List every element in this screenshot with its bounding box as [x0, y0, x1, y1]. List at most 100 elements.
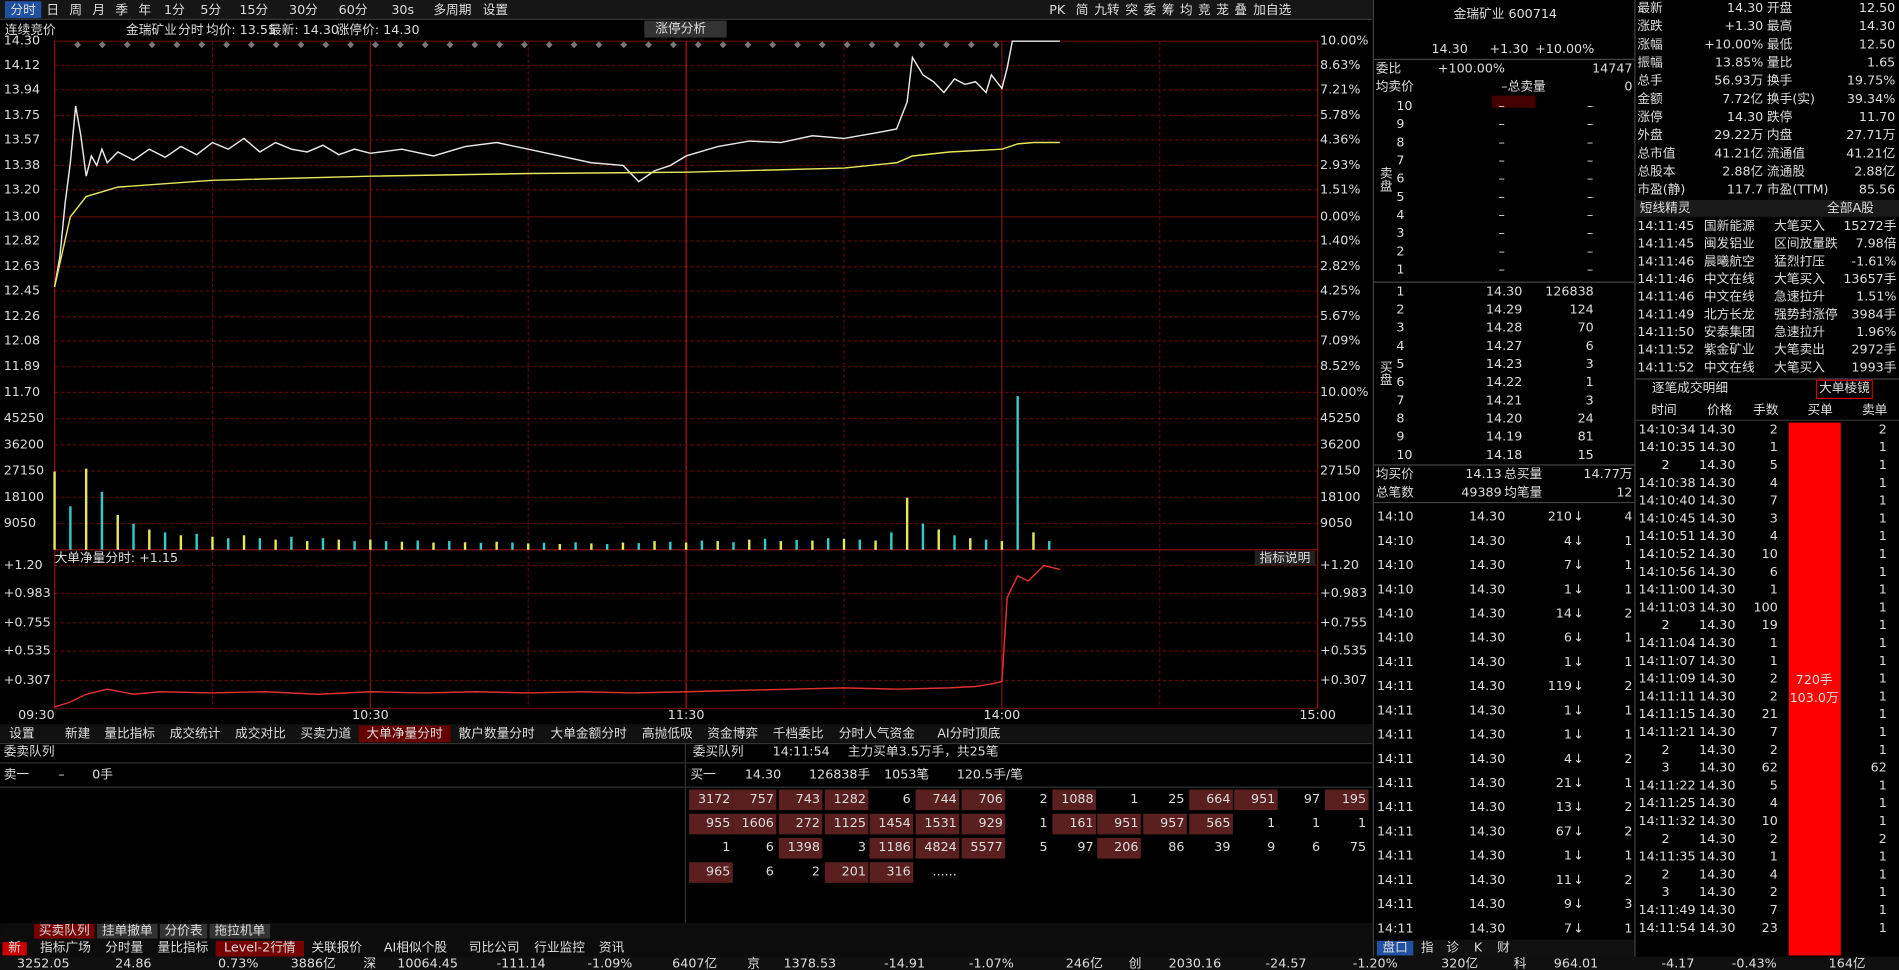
filter[interactable]: 全部A股 — [1827, 200, 1874, 215]
label: 39.34% — [1847, 91, 1895, 106]
tool-button[interactable]: 竞 — [1198, 2, 1211, 17]
period-tab[interactable]: 季 — [115, 2, 128, 17]
indicator-tab[interactable]: 量比指标 — [104, 725, 155, 740]
indicator-help[interactable]: 指标说明 — [1260, 550, 1311, 565]
indicator-tab[interactable]: 成交对比 — [235, 725, 286, 740]
indicator-tab[interactable]: 新建 — [65, 725, 91, 740]
footer-tab[interactable]: 资讯 — [599, 940, 625, 955]
footer-tab[interactable]: 量比指标 — [158, 940, 209, 955]
period-tab[interactable]: 多周期 — [433, 2, 471, 17]
label: 14.30 — [1727, 109, 1763, 124]
volume-bar — [463, 542, 467, 550]
footer-tab[interactable]: Level-2行情 — [224, 940, 296, 955]
indicator-tab[interactable]: 设置 — [9, 725, 34, 740]
label: 1 — [1879, 902, 1887, 917]
indicator-tab[interactable]: 成交统计 — [170, 725, 221, 740]
tool-button[interactable]: 简 — [1076, 2, 1089, 17]
label: 14:11:52 — [1637, 359, 1694, 374]
queue-cell — [961, 813, 1006, 835]
label: 1 — [1879, 439, 1887, 454]
period-tab[interactable]: 60分 — [339, 2, 368, 17]
label: 2 — [1624, 872, 1632, 887]
tool-button[interactable]: 均 — [1180, 2, 1193, 17]
label: 14.30 — [1699, 528, 1735, 543]
indicator-tab[interactable]: 资金博弈 — [707, 725, 758, 740]
label: 14:11:54 — [1639, 920, 1696, 935]
bottom-tab[interactable]: 分价表 — [164, 923, 202, 938]
indicator-tab[interactable]: 大单金额分时 — [551, 725, 628, 740]
label: 6 — [1396, 374, 1404, 389]
tool-button[interactable]: 叠 — [1234, 2, 1247, 17]
period-tab[interactable]: 15分 — [239, 2, 268, 17]
footer-tab[interactable]: 关联报价 — [311, 940, 362, 955]
period-tab[interactable]: 30分 — [289, 2, 318, 17]
queue-cell — [778, 813, 823, 835]
y-tick-label: 13.57 — [4, 131, 40, 146]
tool-button[interactable]: 突 — [1125, 2, 1138, 17]
label: 总市值 — [1637, 145, 1675, 160]
quote-tab[interactable]: K — [1474, 940, 1483, 955]
footer-tab[interactable]: 分时量 — [105, 940, 143, 955]
quote-tab[interactable]: 财 — [1497, 940, 1510, 955]
label: 14:10:45 — [1639, 510, 1696, 525]
indicator-tab[interactable]: 散户数量分时 — [458, 725, 535, 740]
analysis-button[interactable]: 涨停分析 — [655, 21, 706, 36]
footer-tab[interactable]: 新 — [8, 940, 21, 955]
label: 14:10 — [1377, 533, 1414, 548]
tool-button[interactable]: 委 — [1144, 2, 1157, 17]
label: 13.85% — [1715, 54, 1763, 69]
label: 14:11 — [1377, 702, 1414, 717]
prism-button[interactable]: 大单棱镜 — [1819, 380, 1870, 395]
ticker-item: 3252.05 — [17, 955, 70, 970]
bottom-tab[interactable]: 挂单撤单 — [102, 923, 153, 938]
label: 2 — [1624, 605, 1632, 620]
label: 120.5手/笔 — [957, 767, 1023, 782]
quote-tab[interactable]: 诊 — [1446, 940, 1459, 955]
tool-button[interactable]: PK — [1049, 2, 1066, 17]
label: 14.30 — [1699, 564, 1735, 579]
volume-bar — [242, 535, 246, 550]
period-tab[interactable]: 分时 — [10, 2, 36, 17]
indicator-tab[interactable]: 分时人气资金 — [839, 725, 916, 740]
footer-tab[interactable]: 行业监控 — [534, 940, 585, 955]
footer-tab[interactable]: 司比公司 — [469, 940, 520, 955]
period-tab[interactable]: 5分 — [200, 2, 221, 17]
period-tab[interactable]: 月 — [92, 2, 105, 17]
tool-button[interactable]: 加自选 — [1253, 2, 1291, 17]
period-tab[interactable]: 年 — [138, 2, 151, 17]
side-label: 卖盘 — [1378, 167, 1393, 193]
period-tab[interactable]: 1分 — [164, 2, 185, 17]
period-tab[interactable]: 30s — [391, 2, 414, 17]
label: 1 — [1879, 564, 1887, 579]
footer-tab[interactable]: 指标广场 — [40, 940, 91, 955]
tool-button[interactable]: 九转 — [1094, 2, 1120, 17]
volume-bar — [905, 497, 909, 550]
label: 北方长龙 — [1704, 306, 1755, 321]
y-tick-label: 18100 — [4, 489, 44, 504]
period-tab[interactable]: 日 — [46, 2, 59, 17]
indicator-tab[interactable]: AI分时顶底 — [937, 725, 1001, 740]
label: – — [1587, 243, 1593, 258]
indicator-tab[interactable]: 买卖力道 — [300, 725, 351, 740]
period-tab[interactable]: 设置 — [483, 2, 508, 17]
indicator-tab[interactable]: 大单净量分时 — [366, 725, 443, 740]
y-tick-label: 12.08 — [4, 333, 40, 348]
bottom-tab[interactable]: 买卖队列 — [39, 923, 90, 938]
quote-tab[interactable]: 指 — [1421, 940, 1434, 955]
ticker-item: -111.14 — [497, 955, 546, 970]
indicator-tab[interactable]: 高抛低吸 — [642, 725, 693, 740]
ticker-item: -24.57 — [1266, 955, 1307, 970]
footer-tab[interactable]: AI相似个股 — [384, 940, 448, 955]
bottom-tab[interactable]: 拖拉机单 — [214, 923, 265, 938]
label: 安泰集团 — [1704, 324, 1755, 339]
label: 主力买单3.5万手，共25笔 — [848, 744, 999, 759]
tool-button[interactable]: 筹 — [1162, 2, 1175, 17]
quote-tab[interactable]: 盘口 — [1382, 940, 1407, 955]
volume-bar — [732, 542, 735, 550]
tool-button[interactable]: 茏 — [1216, 2, 1229, 17]
period-tab[interactable]: 周 — [69, 2, 82, 17]
indicator-tab[interactable]: 千档委比 — [773, 725, 824, 740]
volume-bar — [116, 514, 119, 550]
label: 14.30 — [1699, 439, 1735, 454]
label: 14.30 — [1699, 831, 1735, 846]
